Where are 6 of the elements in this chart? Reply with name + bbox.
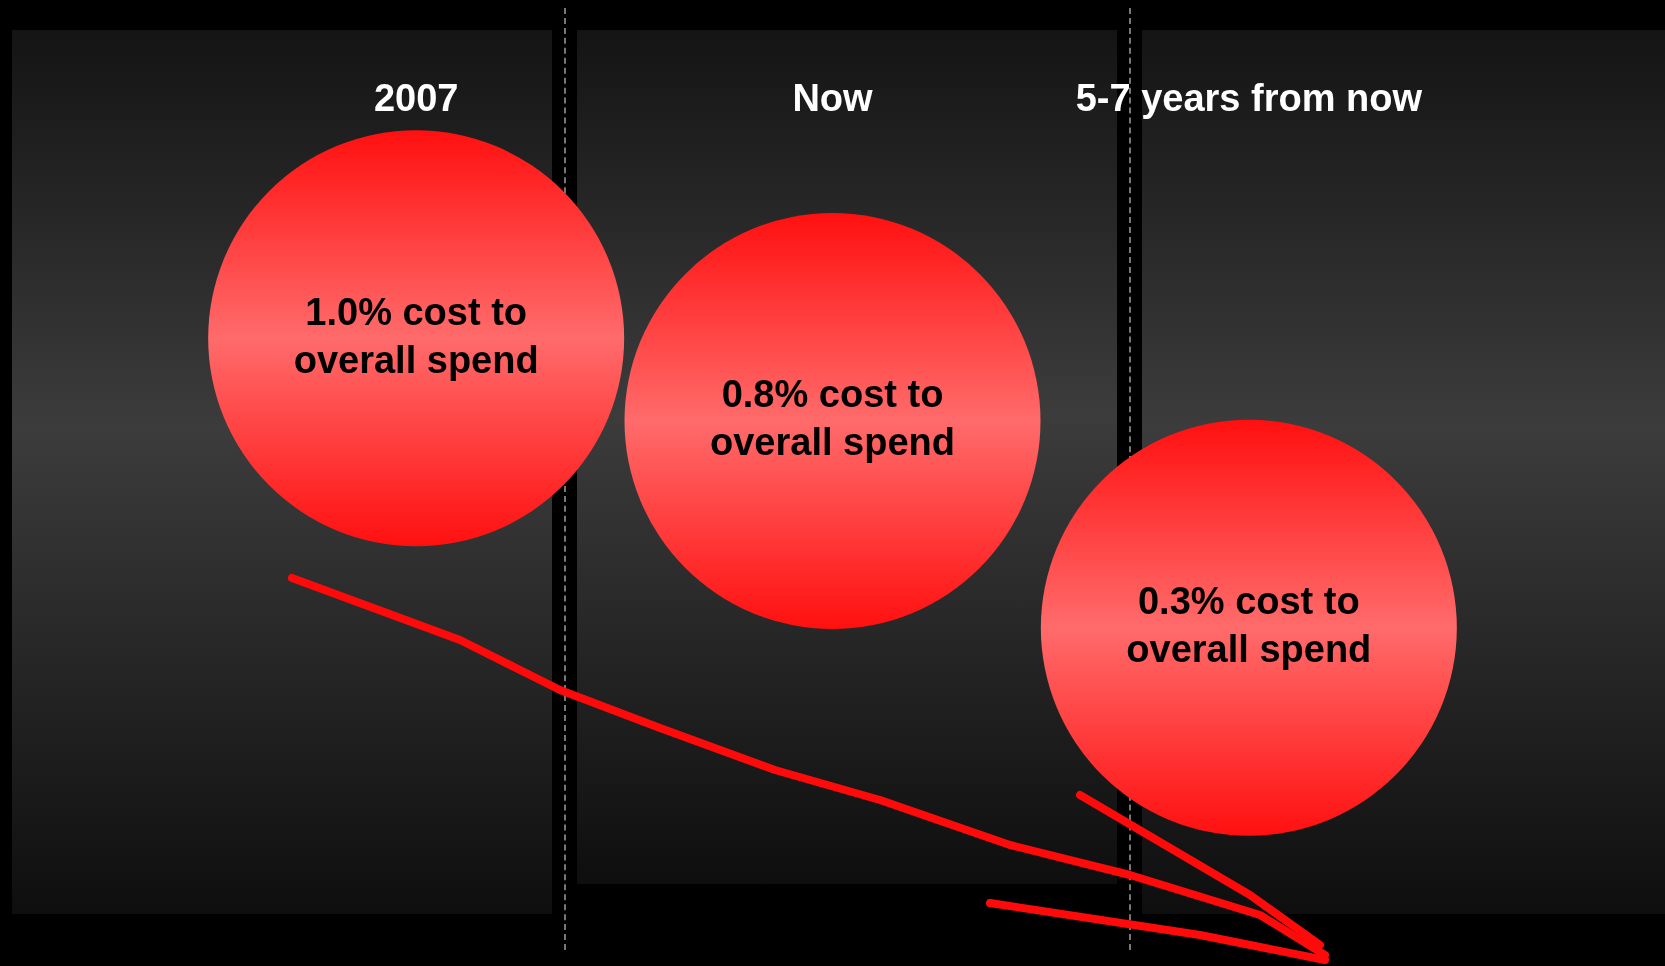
category-label: Now	[792, 77, 874, 120]
data-label: 0.3% cost to overall spend	[1126, 580, 1372, 671]
data-label: 1.0% cost to overall spend	[293, 290, 539, 381]
data-label: 0.8% cost to overall spend	[710, 373, 955, 464]
category-label: 2007	[373, 77, 459, 120]
category-label: 5-7 years from now	[1075, 77, 1423, 120]
